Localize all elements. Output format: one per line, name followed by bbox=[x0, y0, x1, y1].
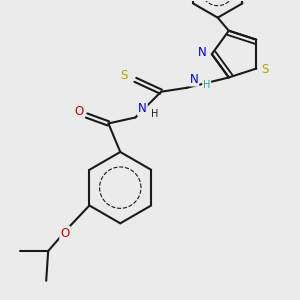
Text: H: H bbox=[152, 109, 159, 119]
Text: N: N bbox=[190, 73, 198, 85]
Text: H: H bbox=[203, 80, 210, 90]
Text: N: N bbox=[197, 46, 206, 59]
Text: O: O bbox=[60, 227, 69, 240]
Text: S: S bbox=[261, 63, 269, 76]
Text: S: S bbox=[121, 69, 128, 82]
Text: O: O bbox=[74, 105, 83, 118]
Text: N: N bbox=[138, 102, 147, 115]
